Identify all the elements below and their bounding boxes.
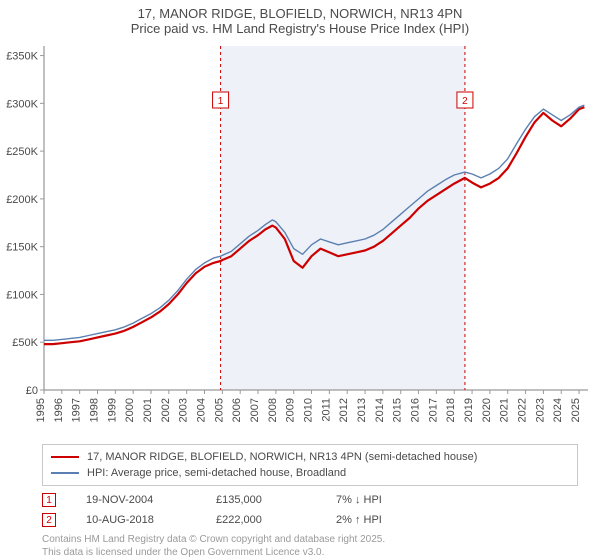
chart-area: £0 £50K £100K £150K £200K £250K £300K £350K 1995… (0, 38, 600, 438)
svg-text:1996: 1996 (53, 398, 65, 422)
marker-price: £135,000 (216, 494, 306, 506)
marker-row: 1 19-NOV-2004 £135,000 7% ↓ HPI (42, 490, 578, 510)
svg-text:1997: 1997 (71, 398, 83, 422)
svg-text:2003: 2003 (178, 398, 190, 422)
svg-text:2022: 2022 (517, 398, 529, 422)
svg-text:2008: 2008 (267, 398, 279, 422)
svg-text:2005: 2005 (213, 398, 225, 422)
title-line-2: Price paid vs. HM Land Registry's House … (8, 21, 592, 36)
marker-date: 19-NOV-2004 (86, 494, 186, 506)
marker-delta: 7% ↓ HPI (336, 494, 426, 506)
line-chart-svg: £0 £50K £100K £150K £200K £250K £300K £350K 1995… (0, 38, 600, 438)
svg-text:2015: 2015 (392, 398, 404, 422)
svg-text:£250K: £250K (6, 146, 38, 158)
svg-text:2024: 2024 (552, 398, 564, 422)
svg-text:£50K: £50K (12, 337, 38, 349)
svg-text:£350K: £350K (6, 51, 38, 63)
svg-text:2017: 2017 (427, 398, 439, 422)
svg-text:2007: 2007 (249, 398, 261, 422)
svg-text:1998: 1998 (89, 398, 101, 422)
marker-price: £222,000 (216, 514, 306, 526)
legend-item: 17, MANOR RIDGE, BLOFIELD, NORWICH, NR13… (51, 449, 569, 465)
attribution-footer: Contains HM Land Registry data © Crown c… (42, 534, 578, 559)
svg-text:2019: 2019 (463, 398, 475, 422)
marker-row: 2 10-AUG-2018 £222,000 2% ↑ HPI (42, 510, 578, 530)
footer-line-1: Contains HM Land Registry data © Crown c… (42, 534, 578, 547)
svg-text:£200K: £200K (6, 194, 38, 206)
svg-text:2009: 2009 (285, 398, 297, 422)
svg-text:2011: 2011 (320, 398, 332, 422)
marker-sales-table: 1 19-NOV-2004 £135,000 7% ↓ HPI 2 10-AUG-2018… (42, 490, 578, 530)
svg-text:2: 2 (462, 96, 468, 107)
svg-text:1: 1 (218, 96, 224, 107)
svg-text:£300K: £300K (6, 98, 38, 110)
title-line-1: 17, MANOR RIDGE, BLOFIELD, NORWICH, NR13… (8, 6, 592, 21)
svg-text:2025: 2025 (570, 398, 582, 422)
svg-text:2000: 2000 (124, 398, 136, 422)
legend-label: 17, MANOR RIDGE, BLOFIELD, NORWICH, NR13… (87, 451, 477, 463)
svg-text:£0: £0 (26, 385, 38, 397)
svg-text:2006: 2006 (231, 398, 243, 422)
svg-text:2016: 2016 (410, 398, 422, 422)
svg-text:2014: 2014 (374, 398, 386, 422)
svg-text:1999: 1999 (106, 398, 118, 422)
marker-date: 10-AUG-2018 (86, 514, 186, 526)
svg-text:1995: 1995 (35, 398, 47, 422)
svg-text:2013: 2013 (356, 398, 368, 422)
legend: 17, MANOR RIDGE, BLOFIELD, NORWICH, NR13… (42, 444, 578, 486)
svg-text:2023: 2023 (534, 398, 546, 422)
legend-item: HPI: Average price, semi-detached house,… (51, 465, 569, 481)
footer-line-2: This data is licensed under the Open Gov… (42, 547, 578, 560)
legend-swatch (51, 472, 79, 473)
chart-title-block: 17, MANOR RIDGE, BLOFIELD, NORWICH, NR13… (0, 0, 600, 38)
legend-swatch (51, 456, 79, 458)
svg-text:2001: 2001 (142, 398, 154, 422)
marker-badge: 2 (42, 513, 56, 527)
legend-label: HPI: Average price, semi-detached house,… (87, 467, 346, 479)
svg-text:£150K: £150K (6, 242, 38, 254)
marker-badge: 1 (42, 493, 56, 507)
svg-text:2010: 2010 (303, 398, 315, 422)
svg-text:2004: 2004 (196, 398, 208, 422)
svg-text:2018: 2018 (445, 398, 457, 422)
svg-text:2020: 2020 (481, 398, 493, 422)
svg-text:2012: 2012 (338, 398, 350, 422)
svg-text:2021: 2021 (499, 398, 511, 422)
svg-text:2002: 2002 (160, 398, 172, 422)
svg-text:£100K: £100K (6, 289, 38, 301)
marker-delta: 2% ↑ HPI (336, 514, 426, 526)
